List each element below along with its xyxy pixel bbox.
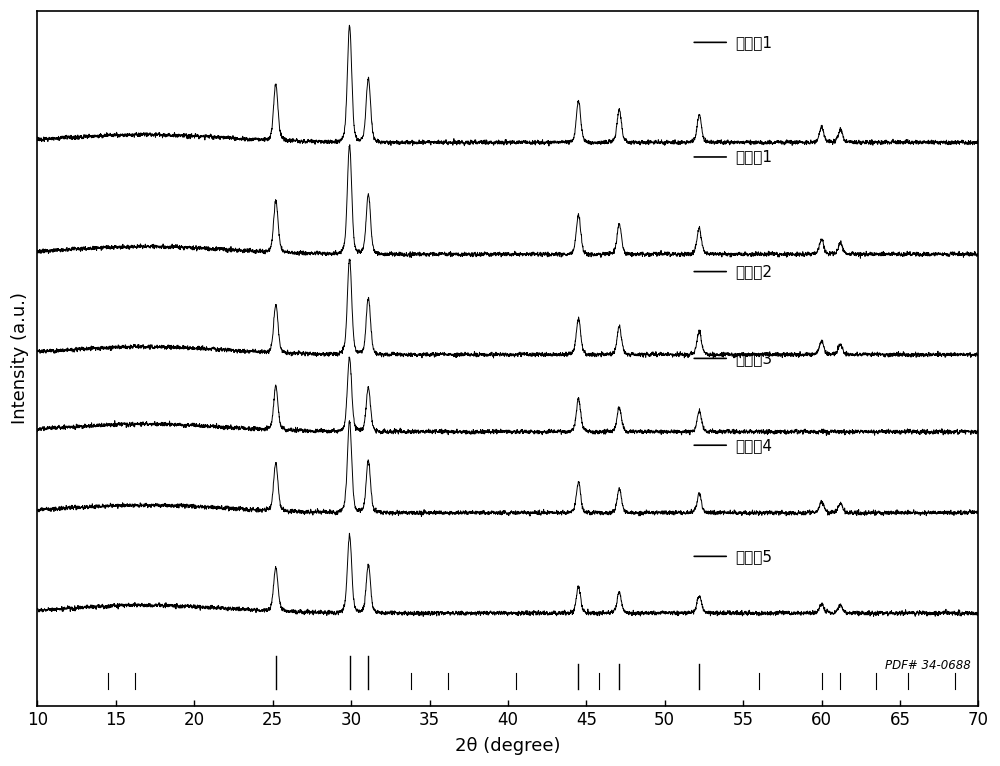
Text: 对比例1: 对比例1 bbox=[736, 149, 773, 165]
Text: 对比例2: 对比例2 bbox=[736, 264, 773, 279]
X-axis label: 2θ (degree): 2θ (degree) bbox=[455, 737, 561, 755]
Text: 对比例4: 对比例4 bbox=[736, 437, 773, 453]
Text: 对比例5: 对比例5 bbox=[736, 549, 773, 564]
Y-axis label: Intensity (a.u.): Intensity (a.u.) bbox=[11, 293, 29, 424]
Text: PDF# 34-0688: PDF# 34-0688 bbox=[885, 659, 971, 672]
Text: 对比例3: 对比例3 bbox=[736, 351, 773, 366]
Text: 实施例1: 实施例1 bbox=[736, 35, 773, 50]
